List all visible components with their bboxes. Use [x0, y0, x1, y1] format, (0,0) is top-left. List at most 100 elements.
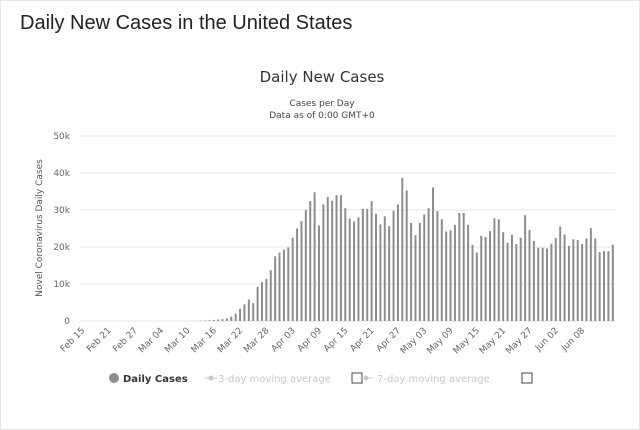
bar[interactable] — [414, 235, 417, 321]
bar[interactable] — [432, 187, 434, 321]
bar[interactable] — [445, 231, 448, 321]
bar[interactable] — [594, 238, 597, 321]
bar[interactable] — [383, 216, 386, 321]
bar[interactable] — [392, 210, 395, 321]
bar[interactable] — [581, 244, 584, 321]
bar[interactable] — [537, 247, 540, 321]
bar[interactable] — [607, 251, 610, 321]
bar[interactable] — [230, 316, 233, 321]
bar[interactable] — [234, 313, 237, 321]
bar[interactable] — [541, 247, 544, 321]
bar[interactable] — [440, 219, 443, 321]
bar[interactable] — [471, 244, 474, 321]
bar[interactable] — [506, 242, 509, 321]
bar[interactable] — [453, 224, 456, 321]
bar[interactable] — [423, 214, 426, 321]
legend[interactable]: Daily Cases 3-day moving average 7-day mov… — [109, 372, 533, 385]
bar[interactable] — [225, 318, 228, 321]
bar[interactable] — [322, 204, 325, 321]
bar[interactable] — [524, 215, 527, 321]
bar[interactable] — [559, 226, 562, 321]
bar[interactable] — [567, 245, 570, 321]
bar[interactable] — [353, 221, 356, 321]
legend-item[interactable]: Daily Cases — [109, 373, 188, 385]
bar[interactable] — [296, 228, 299, 322]
bar[interactable] — [375, 213, 377, 321]
bar[interactable] — [278, 252, 281, 321]
bar[interactable] — [331, 200, 334, 321]
bar[interactable] — [357, 217, 360, 321]
bar[interactable] — [265, 278, 268, 321]
bar[interactable] — [370, 201, 373, 321]
bar[interactable] — [326, 197, 329, 321]
bar[interactable] — [475, 252, 478, 321]
bar[interactable] — [339, 195, 342, 321]
bar[interactable] — [510, 234, 513, 321]
bar[interactable] — [243, 304, 246, 321]
bar[interactable] — [519, 237, 522, 321]
bar[interactable] — [344, 208, 347, 321]
bar[interactable] — [563, 234, 566, 321]
bar[interactable] — [287, 247, 290, 321]
bar[interactable] — [239, 308, 242, 321]
bar[interactable] — [484, 237, 487, 321]
bar[interactable] — [261, 282, 263, 321]
bar[interactable] — [335, 195, 338, 321]
bar[interactable] — [348, 218, 351, 321]
bar[interactable] — [436, 211, 439, 321]
bar[interactable] — [589, 228, 592, 321]
bar[interactable] — [247, 299, 250, 321]
bar[interactable] — [489, 231, 491, 321]
bar[interactable] — [532, 241, 535, 321]
bar[interactable] — [480, 235, 483, 321]
legend-checkbox[interactable] — [521, 372, 533, 384]
bar[interactable] — [546, 248, 549, 321]
bar[interactable] — [388, 226, 391, 321]
bar[interactable] — [221, 319, 224, 321]
bar[interactable] — [252, 303, 255, 321]
bar[interactable] — [217, 319, 220, 321]
bar[interactable] — [462, 212, 465, 321]
bar[interactable] — [401, 177, 404, 321]
bar[interactable] — [318, 225, 320, 321]
bar[interactable] — [256, 286, 259, 321]
bar[interactable] — [515, 244, 518, 321]
bar[interactable] — [418, 222, 421, 321]
bar[interactable] — [300, 221, 303, 321]
legend-item[interactable]: 7-day moving average — [360, 372, 533, 385]
bar[interactable] — [572, 239, 575, 321]
bar[interactable] — [497, 219, 500, 321]
bar[interactable] — [208, 320, 211, 321]
bar[interactable] — [396, 204, 399, 321]
bar[interactable] — [274, 256, 277, 321]
bar[interactable] — [467, 224, 470, 321]
bar[interactable] — [554, 238, 557, 321]
bar[interactable] — [405, 190, 408, 321]
bar[interactable] — [361, 208, 364, 321]
y-tick-label: 30k — [53, 206, 70, 216]
bar[interactable] — [502, 232, 505, 321]
bar[interactable] — [458, 212, 461, 321]
bar[interactable] — [313, 192, 316, 321]
bar[interactable] — [611, 244, 614, 321]
bar[interactable] — [366, 208, 369, 321]
bar[interactable] — [449, 230, 452, 321]
bar[interactable] — [598, 252, 601, 321]
bar[interactable] — [379, 224, 382, 321]
bar[interactable] — [282, 249, 285, 321]
bar[interactable] — [550, 243, 553, 321]
y-tick-label: 0 — [64, 317, 70, 327]
bar[interactable] — [603, 251, 606, 321]
bar[interactable] — [410, 222, 413, 321]
bar[interactable] — [585, 238, 588, 321]
bar[interactable] — [269, 270, 272, 321]
bar[interactable] — [576, 239, 579, 321]
legend-item[interactable]: 3-day moving average — [205, 372, 363, 385]
bar[interactable] — [291, 237, 294, 321]
bar[interactable] — [212, 319, 215, 321]
bar[interactable] — [309, 201, 312, 321]
bar[interactable] — [493, 218, 496, 321]
bar[interactable] — [427, 208, 430, 321]
bar[interactable] — [304, 210, 307, 321]
bar[interactable] — [528, 229, 531, 321]
